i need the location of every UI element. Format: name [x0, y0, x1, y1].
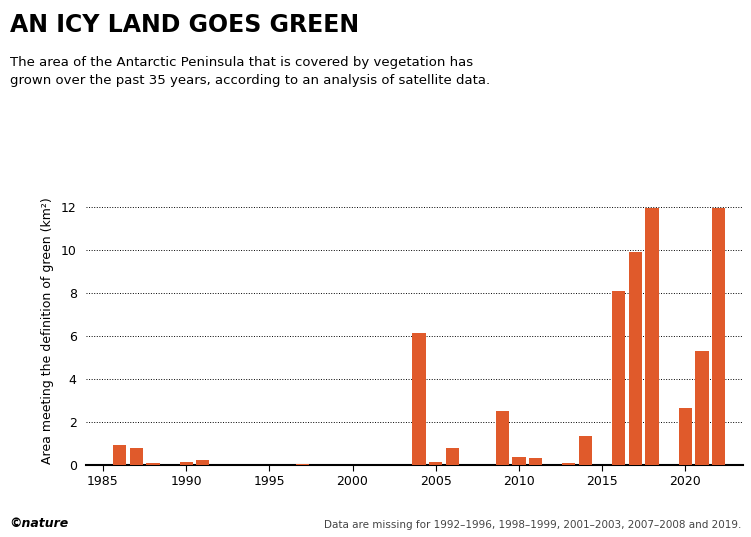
Bar: [695, 351, 708, 465]
Bar: [712, 208, 725, 465]
Bar: [130, 448, 143, 465]
Bar: [612, 291, 626, 465]
Bar: [196, 460, 210, 465]
Bar: [429, 462, 442, 465]
Bar: [445, 448, 459, 465]
Bar: [113, 445, 126, 465]
Bar: [179, 462, 193, 465]
Bar: [579, 436, 592, 465]
Text: The area of the Antarctic Peninsula that is covered by vegetation has
grown over: The area of the Antarctic Peninsula that…: [10, 56, 490, 87]
Bar: [512, 457, 526, 465]
Bar: [146, 463, 159, 465]
Bar: [529, 458, 542, 465]
Bar: [412, 333, 426, 465]
Bar: [645, 208, 659, 465]
Bar: [679, 408, 692, 465]
Bar: [496, 411, 509, 465]
Bar: [629, 252, 642, 465]
Bar: [296, 463, 309, 465]
Text: ©nature: ©nature: [10, 517, 69, 530]
Text: AN ICY LAND GOES GREEN: AN ICY LAND GOES GREEN: [10, 13, 359, 38]
Bar: [562, 463, 575, 465]
Text: Data are missing for 1992–1996, 1998–1999, 2001–2003, 2007–2008 and 2019.: Data are missing for 1992–1996, 1998–199…: [324, 520, 741, 530]
Y-axis label: Area meeting the definition of green (km²): Area meeting the definition of green (km…: [41, 197, 54, 463]
